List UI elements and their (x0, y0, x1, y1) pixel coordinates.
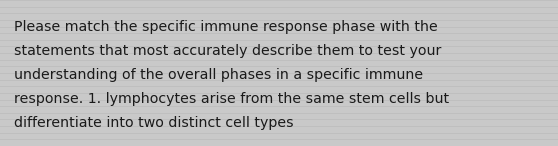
Text: Please match the specific immune response phase with the: Please match the specific immune respons… (14, 20, 437, 34)
Text: response. 1. lymphocytes arise from the same stem cells but: response. 1. lymphocytes arise from the … (14, 92, 449, 106)
Text: understanding of the overall phases in a specific immune: understanding of the overall phases in a… (14, 68, 423, 82)
Text: statements that most accurately describe them to test your: statements that most accurately describe… (14, 44, 441, 58)
Text: differentiate into two distinct cell types: differentiate into two distinct cell typ… (14, 116, 294, 130)
